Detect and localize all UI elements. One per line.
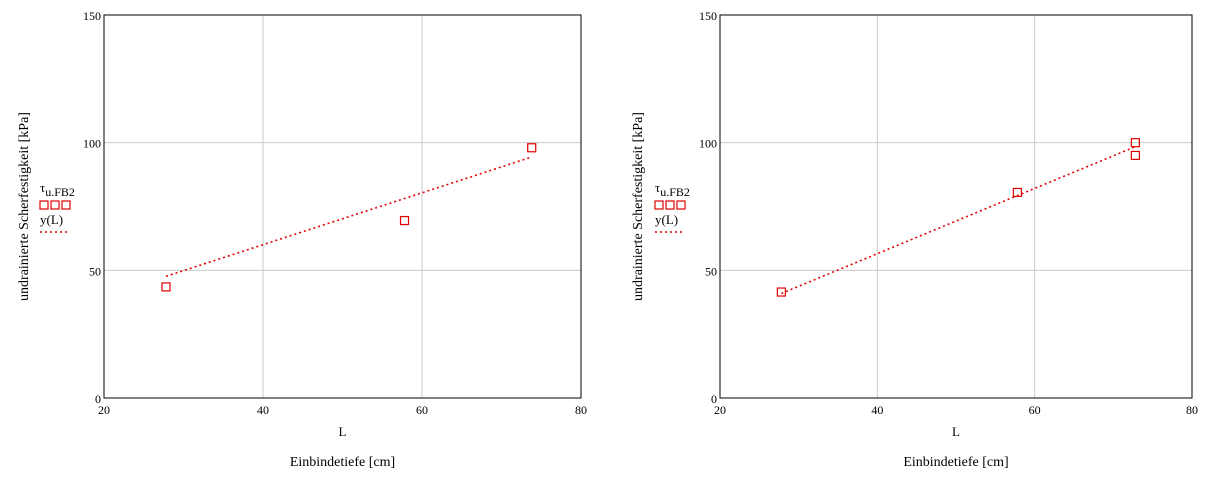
x-axis-label: Einbindetiefe [cm] xyxy=(290,455,395,470)
x-axis-label: Einbindetiefe [cm] xyxy=(903,455,1008,470)
plot-frame xyxy=(103,14,582,399)
x-tick-label: 60 xyxy=(416,403,428,417)
x-tick-label: 20 xyxy=(98,403,110,417)
x-tick-label: 20 xyxy=(714,403,726,417)
x-tick-label: 60 xyxy=(1029,403,1041,417)
legend-marker-square xyxy=(665,200,675,210)
y-tick-label: 150 xyxy=(699,9,717,23)
y-tick-label: 0 xyxy=(711,392,717,406)
data-point-marker xyxy=(527,143,537,153)
legend-marker-square xyxy=(676,200,686,210)
y-tick-label: 50 xyxy=(705,264,717,278)
data-point-marker xyxy=(1130,138,1140,148)
legend-label-fit: y(L) xyxy=(655,212,678,227)
legend-label-tau: τu.FB2 xyxy=(40,180,75,199)
data-point-marker xyxy=(1130,150,1140,161)
legend-label-tau: τu.FB2 xyxy=(655,180,690,199)
y-tick-label: 100 xyxy=(83,137,101,151)
plot-frame xyxy=(719,14,1193,399)
data-point-marker xyxy=(399,215,410,226)
x-variable-label: L xyxy=(952,424,960,439)
legend-label-fit: y(L) xyxy=(40,212,63,227)
fit-line xyxy=(165,156,532,278)
y-axis-label: undrainierte Scherfestigkeit [kPa] xyxy=(17,112,32,301)
y-tick-label: 50 xyxy=(89,264,101,278)
data-point-marker xyxy=(161,282,171,292)
y-tick-label: 100 xyxy=(699,137,717,151)
data-point-marker xyxy=(776,287,786,297)
y-axis-label: undrainierte Scherfestigkeit [kPa] xyxy=(631,112,646,301)
x-tick-label: 80 xyxy=(1186,403,1198,417)
x-variable-label: L xyxy=(339,424,347,439)
y-tick-label: 150 xyxy=(83,9,101,23)
x-tick-label: 40 xyxy=(257,403,269,417)
y-tick-label: 0 xyxy=(95,392,101,406)
legend-marker-square xyxy=(61,200,71,210)
fit-line xyxy=(781,145,1136,295)
x-tick-label: 80 xyxy=(575,403,587,417)
legend-marker-square xyxy=(50,200,60,210)
legend-marker-square xyxy=(39,200,49,210)
x-tick-label: 40 xyxy=(871,403,883,417)
legend-marker-square xyxy=(654,200,664,210)
